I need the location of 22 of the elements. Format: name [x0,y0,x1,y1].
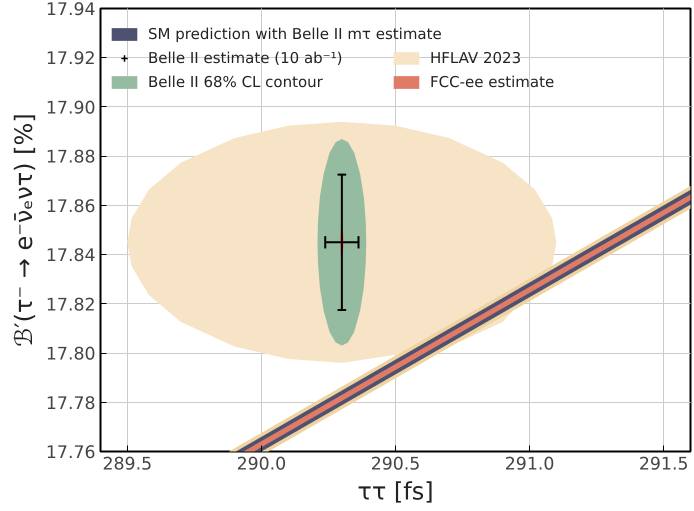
y-tick-label: 17.88 [46,148,96,168]
legend-label: Belle II 68% CL contour [148,72,323,92]
y-tick-label: 17.84 [46,246,96,266]
y-tick-label: 17.78 [46,394,96,414]
y-tick-label: 17.76 [46,443,96,463]
x-tick-label: 291.5 [638,454,688,474]
y-tick-label: 17.86 [46,196,96,217]
y-tick-label: 17.82 [46,295,96,316]
x-tick-label: 289.5 [102,454,152,474]
y-tick-label: 17.92 [46,49,96,70]
y-tick-label: 17.80 [46,344,96,365]
legend-label: FCC-ee estimate [430,72,554,92]
x-tick-label: 291.0 [504,454,554,474]
y-tick-label: 17.94 [46,0,96,20]
legend-label: HFLAV 2023 [430,48,522,68]
legend-label: SM prediction with Belle II mτ estimate [148,24,442,44]
x-tick-label: 290.5 [370,454,420,474]
x-tick-label: 290.0 [236,454,286,474]
legend-label: Belle II estimate (10 ab⁻¹) [148,48,342,68]
y-tick-label: 17.90 [46,98,96,118]
y-axis-title: ℬ′(τ⁻ → e⁻ν̄ₑντ) [%] [10,113,38,347]
x-axis-title: ττ [fs] [357,478,434,506]
